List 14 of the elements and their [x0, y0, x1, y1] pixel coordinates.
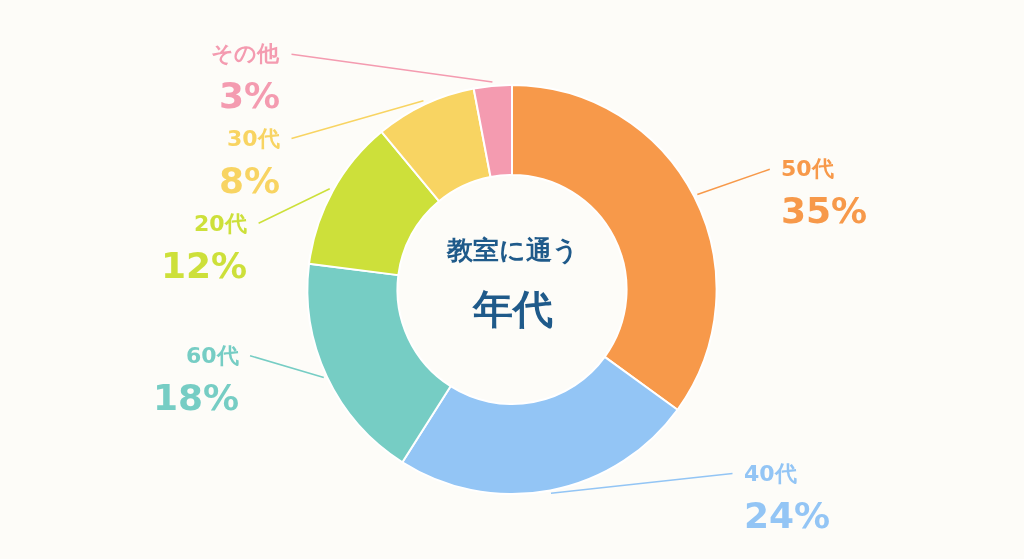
- data-label: 8%: [219, 160, 281, 201]
- slice-label: 40代: [744, 461, 797, 486]
- data-label: 18%: [153, 377, 240, 418]
- slice-label: その他: [211, 41, 280, 66]
- data-label: 24%: [744, 495, 831, 536]
- data-label: 3%: [219, 75, 281, 116]
- slice-label: 30代: [227, 126, 280, 151]
- data-label: 35%: [781, 190, 868, 231]
- slice-label: 20代: [194, 211, 247, 236]
- text: 教室に通う: [446, 235, 579, 265]
- data-label: 12%: [161, 245, 248, 286]
- slice-label: 60代: [186, 343, 239, 368]
- slice-label: 50代: [781, 156, 834, 181]
- text: 年代: [472, 286, 553, 332]
